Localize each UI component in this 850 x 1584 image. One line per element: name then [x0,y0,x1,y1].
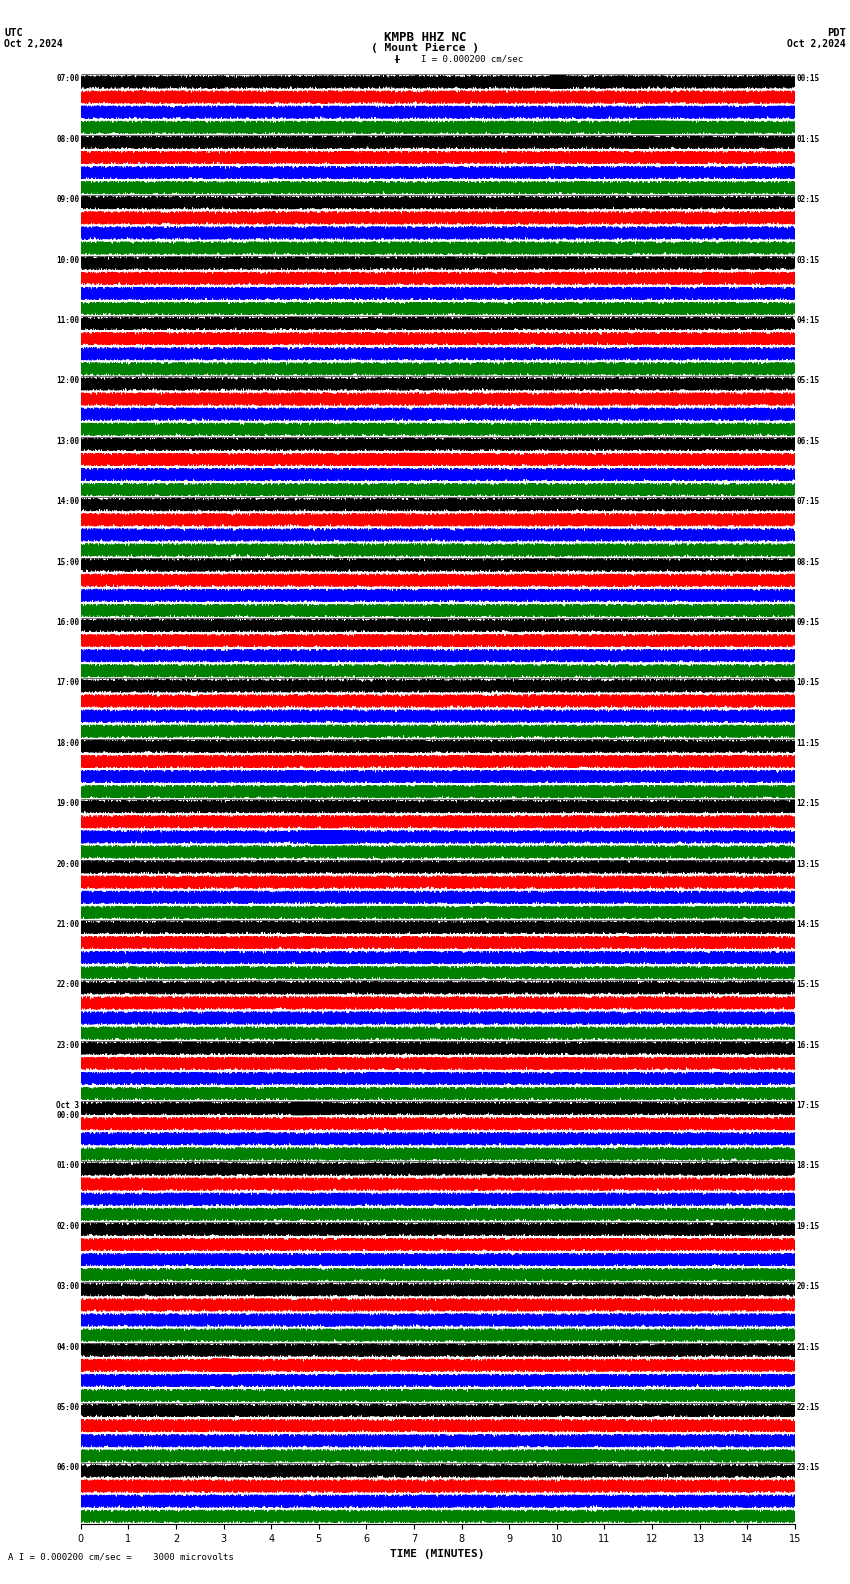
Text: Oct 3
00:00: Oct 3 00:00 [56,1101,79,1120]
Text: 13:15: 13:15 [796,860,819,868]
Text: 23:15: 23:15 [796,1464,819,1473]
Text: 12:00: 12:00 [56,377,79,385]
Text: 07:00: 07:00 [56,74,79,84]
Text: UTC: UTC [4,29,23,38]
Text: 22:15: 22:15 [796,1403,819,1411]
Text: 14:00: 14:00 [56,497,79,507]
Text: 11:15: 11:15 [796,738,819,748]
Text: 06:00: 06:00 [56,1464,79,1473]
Text: 17:00: 17:00 [56,678,79,687]
Text: 22:00: 22:00 [56,980,79,990]
Text: PDT: PDT [827,29,846,38]
Text: 08:00: 08:00 [56,135,79,144]
Text: 04:00: 04:00 [56,1343,79,1351]
Text: 06:15: 06:15 [796,437,819,445]
Text: 18:15: 18:15 [796,1161,819,1171]
Text: 02:00: 02:00 [56,1221,79,1231]
Text: 00:15: 00:15 [796,74,819,84]
Text: 19:15: 19:15 [796,1221,819,1231]
Text: 03:00: 03:00 [56,1283,79,1291]
Text: 15:15: 15:15 [796,980,819,990]
Text: Oct 2,2024: Oct 2,2024 [787,40,846,49]
Text: 17:15: 17:15 [796,1101,819,1110]
Text: 10:15: 10:15 [796,678,819,687]
Text: Oct 2,2024: Oct 2,2024 [4,40,63,49]
Text: 14:15: 14:15 [796,920,819,928]
Text: 18:00: 18:00 [56,738,79,748]
Text: ( Mount Pierce ): ( Mount Pierce ) [371,43,479,54]
Text: 20:00: 20:00 [56,860,79,868]
Text: 03:15: 03:15 [796,255,819,265]
Text: A I = 0.000200 cm/sec =    3000 microvolts: A I = 0.000200 cm/sec = 3000 microvolts [8,1552,235,1562]
Text: 04:15: 04:15 [796,315,819,325]
Text: 07:15: 07:15 [796,497,819,507]
Text: 11:00: 11:00 [56,315,79,325]
Text: I = 0.000200 cm/sec: I = 0.000200 cm/sec [421,55,523,63]
Text: 12:15: 12:15 [796,798,819,808]
Text: 20:15: 20:15 [796,1283,819,1291]
Text: KMPB HHZ NC: KMPB HHZ NC [383,30,467,44]
Text: 01:00: 01:00 [56,1161,79,1171]
Text: 08:15: 08:15 [796,558,819,567]
Text: 05:15: 05:15 [796,377,819,385]
Text: 15:00: 15:00 [56,558,79,567]
Text: 19:00: 19:00 [56,798,79,808]
Text: 09:00: 09:00 [56,195,79,204]
Text: 23:00: 23:00 [56,1041,79,1050]
Text: 21:15: 21:15 [796,1343,819,1351]
Text: 10:00: 10:00 [56,255,79,265]
Text: 05:00: 05:00 [56,1403,79,1411]
Text: 09:15: 09:15 [796,618,819,627]
Text: 13:00: 13:00 [56,437,79,445]
X-axis label: TIME (MINUTES): TIME (MINUTES) [390,1549,485,1559]
Text: 01:15: 01:15 [796,135,819,144]
Text: 21:00: 21:00 [56,920,79,928]
Text: 16:00: 16:00 [56,618,79,627]
Text: 02:15: 02:15 [796,195,819,204]
Text: 16:15: 16:15 [796,1041,819,1050]
